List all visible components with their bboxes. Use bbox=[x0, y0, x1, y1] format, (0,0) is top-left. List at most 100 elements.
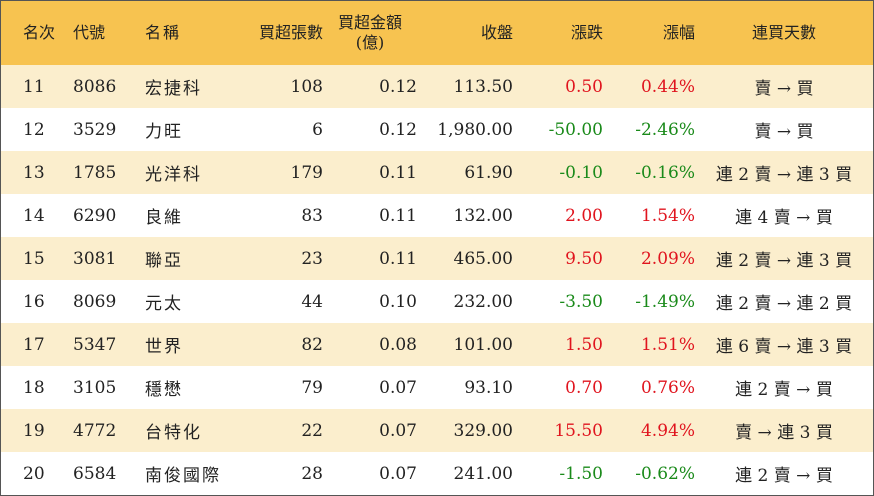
header-change-pct: 漲幅 bbox=[662, 23, 695, 42]
net-buy-amount-cell: 0.07 bbox=[379, 377, 417, 398]
consecutive-days-cell: 連 2 賣 → 連 3 買 bbox=[715, 165, 853, 185]
net-buy-amount-cell: 0.11 bbox=[379, 205, 417, 226]
net-buy-amount-cell: 0.07 bbox=[379, 463, 417, 484]
change-pct-cell: 2.09% bbox=[640, 248, 695, 269]
change-cell: 0.50 bbox=[565, 76, 603, 97]
rank-cell: 11 bbox=[23, 76, 45, 97]
code-cell: 3081 bbox=[73, 248, 117, 269]
consecutive-days-cell: 連 2 賣 → 買 bbox=[735, 466, 833, 486]
net-buy-amount-cell: 0.12 bbox=[379, 119, 417, 140]
consecutive-days-cell: 賣 → 買 bbox=[754, 79, 814, 99]
header-net-buy-lots: 買超張數 bbox=[258, 23, 323, 42]
code-cell: 3529 bbox=[73, 119, 117, 140]
code-cell: 3105 bbox=[73, 377, 117, 398]
header-net-buy-amount: 買超金額 (億) bbox=[323, 1, 417, 65]
header-net-buy-amount-line2: (億) bbox=[355, 33, 385, 52]
table-header-row: 名次 代號 名稱 買超張數 買超金額 (億) 收盤 漲跌 漲幅 連買天數 bbox=[1, 1, 873, 65]
change-pct-cell: 0.44% bbox=[640, 76, 695, 97]
net-buy-lots-cell: 83 bbox=[301, 205, 323, 226]
net-buy-amount-cell: 0.10 bbox=[379, 291, 417, 312]
consecutive-days-cell: 連 2 賣 → 連 2 買 bbox=[715, 294, 853, 314]
net-buy-amount-cell: 0.11 bbox=[379, 162, 417, 183]
header-close: 收盤 bbox=[480, 23, 513, 42]
net-buy-lots-cell: 22 bbox=[301, 420, 323, 441]
name-cell: 光洋科 bbox=[145, 165, 202, 185]
code-cell: 8069 bbox=[73, 291, 117, 312]
close-cell: 329.00 bbox=[453, 420, 513, 441]
rank-cell: 19 bbox=[23, 420, 45, 441]
rank-cell: 13 bbox=[23, 162, 45, 183]
name-cell: 宏捷科 bbox=[145, 79, 202, 99]
net-buy-lots-cell: 44 bbox=[301, 291, 323, 312]
code-cell: 4772 bbox=[73, 420, 117, 441]
net-buy-amount-cell: 0.12 bbox=[379, 76, 417, 97]
table-row: 19 4772 台特化 22 0.07 329.00 15.50 4.94% 賣 → 連 3 買 bbox=[1, 409, 873, 452]
consecutive-days-cell: 連 6 賣 → 連 3 買 bbox=[715, 337, 853, 357]
net-buy-lots-cell: 28 bbox=[301, 463, 323, 484]
close-cell: 465.00 bbox=[453, 248, 513, 269]
close-cell: 113.50 bbox=[453, 76, 513, 97]
table-row: 16 8069 元太 44 0.10 232.00 -3.50 -1.49% 連 2 賣 → 連… bbox=[1, 280, 873, 323]
change-cell: -1.50 bbox=[559, 463, 603, 484]
table-row: 12 3529 力旺 6 0.12 1,980.00 -50.00 -2.46% 賣 → 買 bbox=[1, 108, 873, 151]
change-pct-cell: -0.16% bbox=[635, 162, 695, 183]
net-buy-lots-cell: 6 bbox=[312, 119, 323, 140]
name-cell: 南俊國際 bbox=[145, 466, 221, 486]
header-rank: 名次 bbox=[23, 23, 56, 42]
net-buy-lots-cell: 23 bbox=[301, 248, 323, 269]
rank-cell: 17 bbox=[23, 334, 45, 355]
change-cell: 9.50 bbox=[565, 248, 603, 269]
change-pct-cell: 1.51% bbox=[640, 334, 695, 355]
consecutive-days-cell: 連 2 賣 → 買 bbox=[735, 380, 833, 400]
change-cell: 1.50 bbox=[565, 334, 603, 355]
consecutive-days-cell: 賣 → 連 3 買 bbox=[735, 423, 833, 443]
table-row: 13 1785 光洋科 179 0.11 61.90 -0.10 -0.16% 連 2 賣 → … bbox=[1, 151, 873, 194]
rank-cell: 14 bbox=[23, 205, 45, 226]
change-pct-cell: 1.54% bbox=[640, 205, 695, 226]
change-pct-cell: -0.62% bbox=[635, 463, 695, 484]
table-row: 20 6584 南俊國際 28 0.07 241.00 -1.50 -0.62% 連 2 賣 →… bbox=[1, 452, 873, 495]
net-buy-lots-cell: 82 bbox=[301, 334, 323, 355]
name-cell: 力旺 bbox=[145, 122, 183, 142]
header-code: 代號 bbox=[73, 23, 106, 42]
change-pct-cell: 0.76% bbox=[640, 377, 695, 398]
code-cell: 6584 bbox=[73, 463, 117, 484]
header-consecutive-days: 連買天數 bbox=[751, 23, 816, 42]
close-cell: 101.00 bbox=[453, 334, 513, 355]
name-cell: 台特化 bbox=[145, 423, 202, 443]
change-cell: -50.00 bbox=[548, 119, 603, 140]
rank-cell: 20 bbox=[23, 463, 45, 484]
name-cell: 穩懋 bbox=[145, 380, 183, 400]
table-row: 11 8086 宏捷科 108 0.12 113.50 0.50 0.44% 賣 → 買 bbox=[1, 65, 873, 108]
name-cell: 元太 bbox=[145, 294, 183, 314]
change-cell: 0.70 bbox=[565, 377, 603, 398]
change-cell: -3.50 bbox=[559, 291, 603, 312]
code-cell: 1785 bbox=[73, 162, 117, 183]
net-buy-amount-cell: 0.07 bbox=[379, 420, 417, 441]
name-cell: 世界 bbox=[145, 337, 183, 357]
close-cell: 61.90 bbox=[464, 162, 513, 183]
consecutive-days-cell: 連 4 賣 → 買 bbox=[735, 208, 833, 228]
close-cell: 232.00 bbox=[453, 291, 513, 312]
net-buy-lots-cell: 79 bbox=[301, 377, 323, 398]
header-net-buy-amount-line1: 買超金額 bbox=[337, 13, 402, 32]
name-cell: 良維 bbox=[145, 208, 183, 228]
change-cell: -0.10 bbox=[559, 162, 603, 183]
code-cell: 5347 bbox=[73, 334, 117, 355]
net-buy-amount-cell: 0.11 bbox=[379, 248, 417, 269]
table-row: 14 6290 良維 83 0.11 132.00 2.00 1.54% 連 4 賣 → 買 bbox=[1, 194, 873, 237]
net-buy-lots-cell: 179 bbox=[290, 162, 323, 183]
change-pct-cell: -1.49% bbox=[635, 291, 695, 312]
header-change: 漲跌 bbox=[570, 23, 603, 42]
table-row: 15 3081 聯亞 23 0.11 465.00 9.50 2.09% 連 2 賣 → 連 3… bbox=[1, 237, 873, 280]
change-cell: 2.00 bbox=[565, 205, 603, 226]
header-name: 名稱 bbox=[145, 23, 182, 42]
rank-cell: 18 bbox=[23, 377, 45, 398]
consecutive-days-cell: 連 2 賣 → 連 3 買 bbox=[715, 251, 853, 271]
close-cell: 241.00 bbox=[453, 463, 513, 484]
name-cell: 聯亞 bbox=[145, 251, 183, 271]
close-cell: 93.10 bbox=[464, 377, 513, 398]
close-cell: 1,980.00 bbox=[437, 119, 513, 140]
